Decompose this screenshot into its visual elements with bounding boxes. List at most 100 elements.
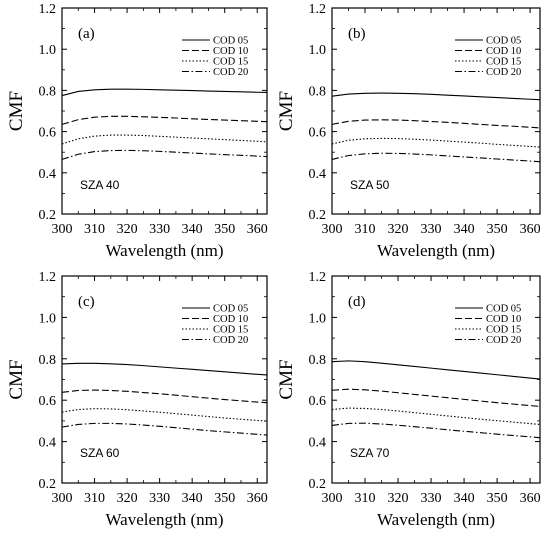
- y-tick-label: 0.6: [309, 126, 327, 141]
- legend-label: COD 05: [213, 36, 248, 47]
- y-tick-label: 0.2: [309, 208, 327, 223]
- series-line-cod-10: [331, 388, 541, 407]
- legend-label: COD 10: [486, 46, 521, 57]
- series-line-cod-15: [61, 134, 268, 145]
- panel-label: (b): [348, 26, 366, 42]
- legend-label: COD 10: [213, 46, 248, 57]
- x-tick-label: 350: [487, 491, 508, 506]
- y-axis-label: CMF: [276, 91, 297, 131]
- x-tick-label: 300: [52, 491, 73, 506]
- y-tick-label: 0.6: [39, 126, 57, 141]
- series-line-cod-20: [331, 152, 541, 163]
- x-tick-label: 340: [182, 222, 203, 237]
- series-line-cod-15: [61, 408, 268, 422]
- x-tick-label: 300: [322, 491, 343, 506]
- legend-label: COD 15: [213, 325, 248, 336]
- y-tick-label: 0.4: [309, 167, 327, 182]
- legend-label: COD 05: [486, 36, 521, 47]
- panel-label: (a): [78, 26, 95, 42]
- y-tick-label: 0.8: [309, 353, 327, 368]
- series-line-cod-20: [61, 149, 268, 160]
- legend-label: COD 05: [486, 304, 521, 315]
- series-line-cod-20: [331, 422, 541, 439]
- x-tick-label: 350: [214, 222, 235, 237]
- panel-0: 300 310 320 330 340 350 360 0.2 0.4 0.6 0.8 1.0 1.2 W…: [6, 2, 268, 260]
- legend-label: COD 20: [486, 67, 521, 78]
- x-tick-label: 350: [487, 222, 508, 237]
- y-tick-label: 1.0: [309, 311, 327, 326]
- x-tick-label: 320: [117, 491, 138, 506]
- x-axis-label: Wavelength (nm): [377, 510, 495, 529]
- x-axis-label: Wavelength (nm): [105, 510, 223, 529]
- legend-label: COD 15: [213, 57, 248, 68]
- y-tick-label: 1.2: [309, 2, 327, 17]
- y-tick-label: 1.2: [39, 270, 57, 285]
- x-axis-label: Wavelength (nm): [105, 241, 223, 260]
- x-tick-label: 300: [52, 222, 73, 237]
- x-tick-label: 350: [214, 491, 235, 506]
- series-line-cod-10: [61, 389, 268, 404]
- y-tick-label: 0.4: [39, 167, 57, 182]
- x-tick-label: 300: [322, 222, 343, 237]
- legend-label: COD 10: [213, 314, 248, 325]
- x-tick-label: 330: [149, 491, 170, 506]
- x-tick-label: 360: [247, 222, 268, 237]
- y-tick-label: 0.6: [39, 394, 57, 409]
- y-axis-label: CMF: [276, 359, 297, 399]
- x-tick-label: 310: [84, 222, 105, 237]
- series-line-cod-05: [331, 92, 541, 101]
- x-tick-label: 310: [355, 222, 376, 237]
- y-axis-label: CMF: [6, 91, 27, 131]
- series-line-cod-10: [61, 115, 268, 125]
- y-tick-label: 0.4: [39, 436, 57, 451]
- y-tick-label: 1.0: [39, 43, 57, 58]
- sza-annotation: SZA 70: [350, 446, 390, 460]
- legend-label: COD 15: [486, 325, 521, 336]
- x-tick-label: 330: [149, 222, 170, 237]
- y-tick-label: 0.2: [309, 477, 327, 492]
- x-tick-label: 360: [520, 222, 541, 237]
- y-tick-label: 0.4: [309, 436, 327, 451]
- series-line-cod-15: [331, 137, 541, 148]
- y-tick-label: 1.0: [309, 43, 327, 58]
- x-tick-label: 320: [388, 491, 409, 506]
- legend-label: COD 10: [486, 314, 521, 325]
- legend-label: COD 05: [213, 304, 248, 315]
- panel-label: (d): [348, 294, 366, 310]
- x-tick-label: 340: [454, 491, 475, 506]
- legend-label: COD 20: [213, 67, 248, 78]
- panel-label: (c): [78, 294, 95, 310]
- x-tick-label: 320: [117, 222, 138, 237]
- series-line-cod-05: [331, 360, 541, 380]
- legend-label: COD 20: [213, 335, 248, 346]
- x-tick-label: 310: [84, 491, 105, 506]
- series-line-cod-20: [61, 422, 268, 436]
- x-tick-label: 340: [454, 222, 475, 237]
- x-tick-label: 310: [355, 491, 376, 506]
- series-line-cod-05: [61, 362, 268, 376]
- legend-label: COD 15: [486, 57, 521, 68]
- sza-annotation: SZA 60: [80, 446, 120, 460]
- x-axis-label: Wavelength (nm): [377, 241, 495, 260]
- panel-3: 300 310 320 330 340 350 360 0.2 0.4 0.6 0.8 1.0 1.2 W…: [276, 270, 541, 529]
- y-tick-label: 0.6: [309, 394, 327, 409]
- y-tick-label: 0.8: [39, 353, 57, 368]
- sza-annotation: SZA 40: [80, 178, 120, 192]
- series-line-cod-05: [61, 88, 268, 97]
- y-tick-label: 0.8: [39, 84, 57, 99]
- panel-1: 300 310 320 330 340 350 360 0.2 0.4 0.6 0.8 1.0 1.2 W…: [276, 2, 541, 260]
- y-tick-label: 0.2: [39, 208, 57, 223]
- series-line-cod-15: [331, 407, 541, 425]
- x-tick-label: 330: [421, 491, 442, 506]
- y-tick-label: 0.2: [39, 477, 57, 492]
- x-tick-label: 330: [421, 222, 442, 237]
- y-tick-label: 1.2: [39, 2, 57, 17]
- y-tick-label: 0.8: [309, 84, 327, 99]
- x-tick-label: 360: [247, 491, 268, 506]
- y-axis-label: CMF: [6, 359, 27, 399]
- y-tick-label: 1.2: [309, 270, 327, 285]
- x-tick-label: 320: [388, 222, 409, 237]
- x-tick-label: 340: [182, 491, 203, 506]
- legend-label: COD 20: [486, 335, 521, 346]
